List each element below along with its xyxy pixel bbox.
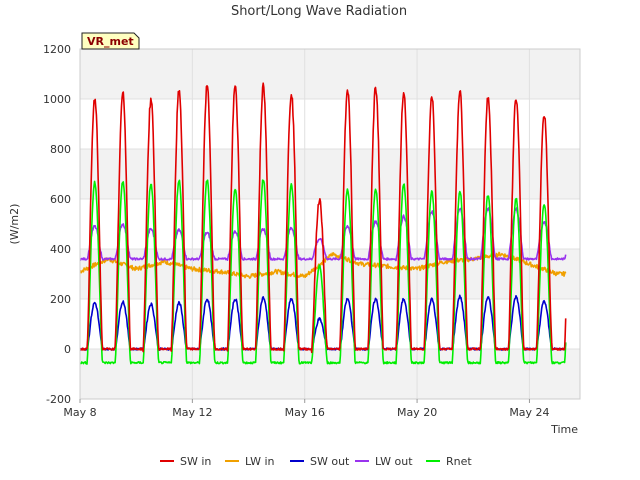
- plot-frame: [79, 48, 581, 400]
- site-badge: VR_met: [81, 32, 140, 50]
- y-tick-label: 1000: [43, 93, 71, 106]
- x-tick-label: May 16: [285, 406, 325, 419]
- legend: SW in LW in SW out LW out Rnet: [160, 455, 472, 468]
- legend-label-rnet: Rnet: [446, 455, 472, 468]
- y-tick-label: 600: [50, 193, 71, 206]
- y-axis-ticks: -200 0 200 400 600 800 1000 1200: [43, 43, 71, 406]
- plot-band: [80, 49, 580, 99]
- x-axis-ticks: May 8 May 12 May 16 May 20 May 24: [63, 399, 550, 419]
- y-tick-label: 0: [64, 343, 71, 356]
- series-line-sw-in: [79, 82, 567, 354]
- x-tick-label: May 12: [172, 406, 212, 419]
- y-tick-label: 1200: [43, 43, 71, 56]
- badge-label: VR_met: [87, 35, 134, 48]
- legend-label-lw-out: LW out: [375, 455, 413, 468]
- y-tick-label: 200: [50, 293, 71, 306]
- chart-title: Short/Long Wave Radiation: [231, 4, 407, 19]
- series-layer: [79, 82, 567, 365]
- plot-band: [80, 349, 580, 399]
- legend-label-lw-in: LW in: [245, 455, 275, 468]
- legend-label-sw-in: SW in: [180, 455, 211, 468]
- x-tick-label: May 8: [63, 406, 96, 419]
- series-line-rnet: [79, 179, 567, 365]
- y-tick-label: 800: [50, 143, 71, 156]
- x-tick-label: May 24: [509, 406, 549, 419]
- y-tick-label: -200: [46, 393, 71, 406]
- badge-shape: [81, 32, 140, 50]
- y-axis-label: (W/m2): [8, 204, 21, 245]
- x-tick-label: May 20: [397, 406, 437, 419]
- x-axis-label: Time: [550, 423, 578, 436]
- y-tick-label: 400: [50, 243, 71, 256]
- legend-label-sw-out: SW out: [310, 455, 350, 468]
- plot-band: [80, 149, 580, 199]
